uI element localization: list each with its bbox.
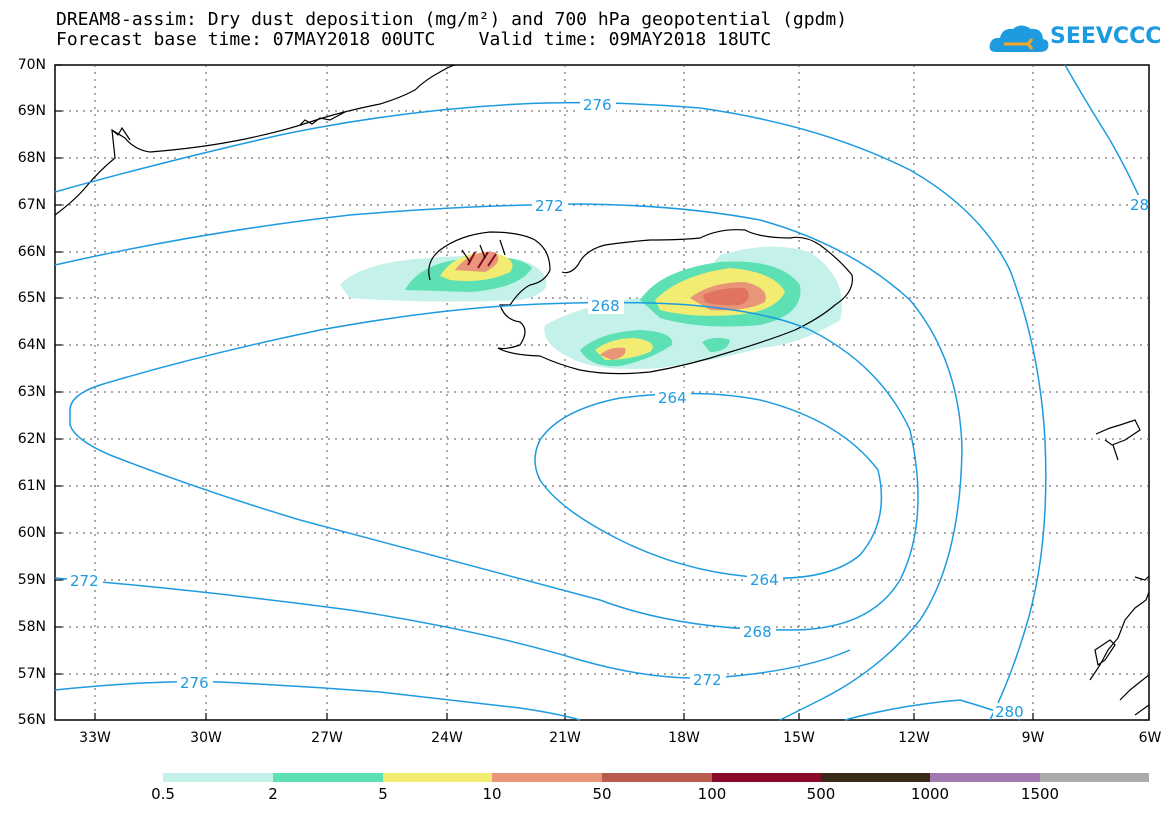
lon-label-33W: 33W [79, 730, 111, 746]
lat-label-64N: 64N [17, 337, 46, 353]
axis-ticks [55, 64, 1150, 720]
colorbar-label-2: 2 [268, 785, 278, 803]
lat-label-58N: 58N [17, 619, 46, 635]
lat-label-68N: 68N [17, 150, 46, 166]
lat-label-59N: 59N [17, 572, 46, 588]
lon-label-12W: 12W [898, 730, 930, 746]
lat-label-69N: 69N [17, 103, 46, 119]
contour-label-264-south: 264 [750, 571, 779, 589]
contour-label-280: 280 [995, 703, 1024, 721]
logo-text: SEEVCCC [1050, 24, 1162, 49]
colorbar-label-5: 5 [378, 785, 388, 803]
colorbar-label-1000: 1000 [910, 785, 950, 803]
colorbar-segment-5 [602, 773, 712, 782]
lon-label-30W: 30W [190, 730, 222, 746]
contour-label-276-south: 276 [180, 674, 209, 692]
colorbar-label-100: 100 [697, 785, 727, 803]
colorbar-segment-2 [273, 773, 383, 782]
contour-label-276-north: 276 [583, 96, 612, 114]
contour-label-280-partial: 28 [1130, 196, 1149, 214]
longitude-gridlines [94, 65, 1034, 720]
dust-deposition-shading [340, 246, 842, 369]
contour-label-268-north: 268 [591, 297, 620, 315]
lon-label-24W: 24W [431, 730, 463, 746]
colorbar-segment-8 [930, 773, 1040, 782]
lat-label-65N: 65N [17, 290, 46, 306]
contour-label-272-north: 272 [535, 197, 564, 215]
lon-label-15W: 15W [783, 730, 815, 746]
colorbar-label-50: 50 [592, 785, 612, 803]
map-subtitle: Forecast base time: 07MAY2018 00UTC Vali… [56, 29, 772, 50]
lat-label-56N: 56N [17, 712, 46, 728]
lat-label-67N: 67N [17, 197, 46, 213]
lat-label-66N: 66N [17, 244, 46, 260]
contour-label-268-south: 268 [743, 623, 772, 641]
colorbar-segment-6 [712, 773, 821, 782]
latitude-gridlines [55, 110, 1149, 675]
lon-label-18W: 18W [668, 730, 700, 746]
contour-labels: 276 272 268 264 264 268 272 276 272 280 … [67, 95, 1149, 721]
colorbar-label-0.5: 0.5 [151, 785, 175, 803]
lat-label-60N: 60N [17, 525, 46, 541]
geopotential-contours [54, 64, 1146, 721]
lat-label-57N: 57N [17, 666, 46, 682]
lon-label-9W: 9W [1021, 730, 1045, 746]
map-title: DREAM8-assim: Dry dust deposition (mg/m²… [56, 9, 848, 30]
contour-label-264-north: 264 [658, 389, 687, 407]
colorbar-label-500: 500 [806, 785, 836, 803]
coastlines [54, 64, 1150, 716]
colorbar-label-10: 10 [482, 785, 502, 803]
colorbar-label-1500: 1500 [1020, 785, 1060, 803]
cloud-logo-icon [989, 25, 1049, 52]
contour-label-272-south: 272 [693, 671, 722, 689]
lon-label-21W: 21W [549, 730, 581, 746]
lon-label-27W: 27W [311, 730, 343, 746]
colorbar-segment-7 [821, 773, 930, 782]
colorbar-segment-3 [383, 773, 492, 782]
lat-label-63N: 63N [17, 384, 46, 400]
lat-label-62N: 62N [17, 431, 46, 447]
contour-label-272-west: 272 [70, 572, 99, 590]
colorbar-segment-4 [492, 773, 602, 782]
lat-label-70N: 70N [17, 57, 46, 73]
colorbar-segment-9 [1040, 773, 1149, 782]
lat-label-61N: 61N [17, 478, 46, 494]
lon-label-6W: 6W [1138, 730, 1162, 746]
colorbar-segment-1 [163, 773, 273, 782]
